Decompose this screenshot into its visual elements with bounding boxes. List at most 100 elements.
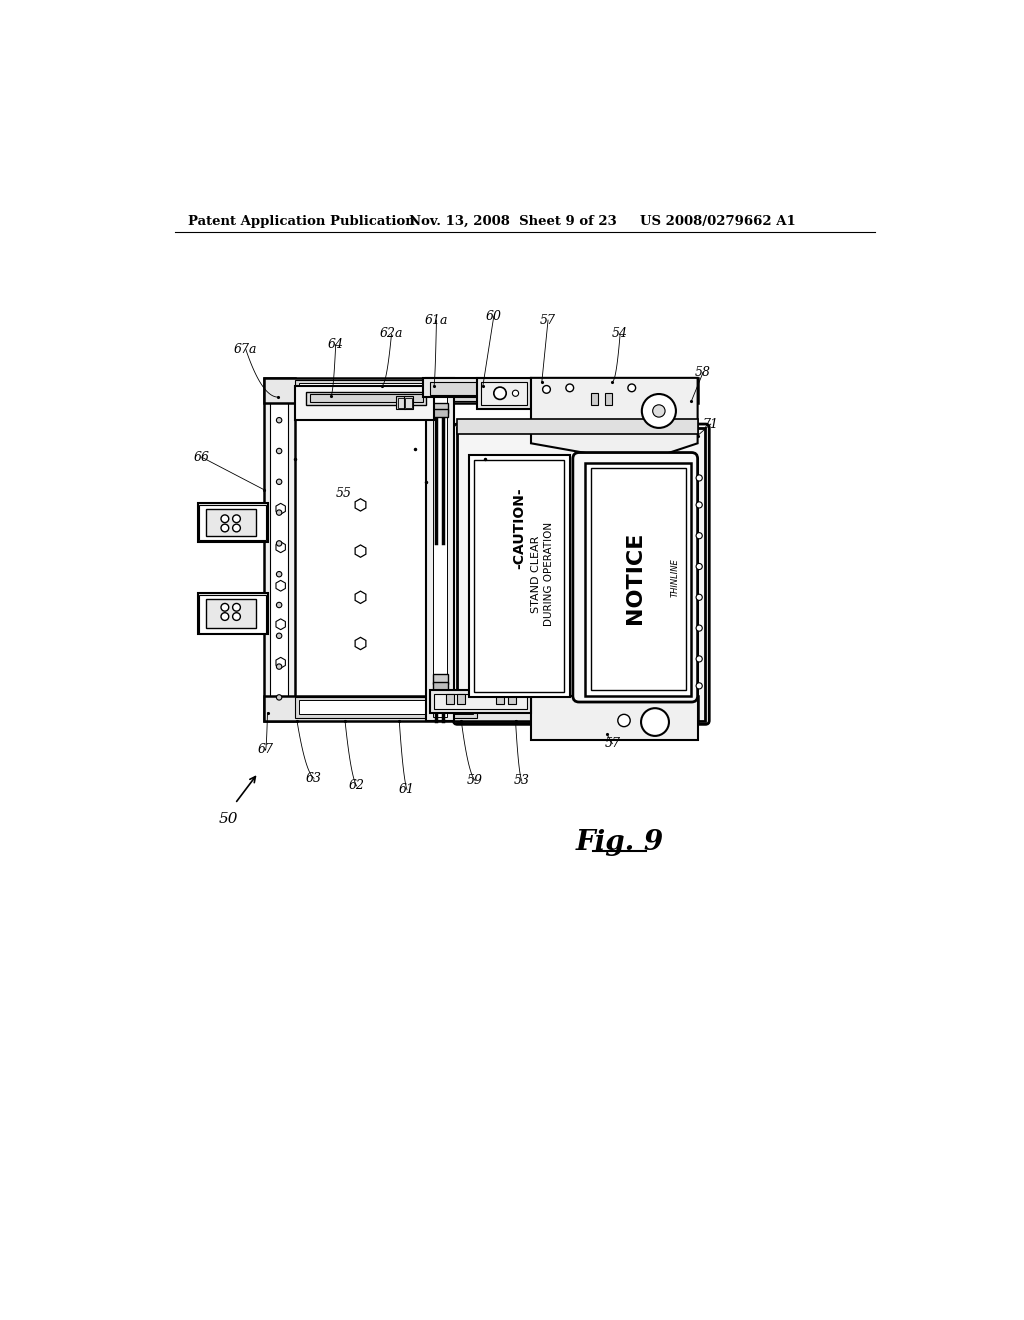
Bar (477, 378, 531, 409)
Bar (397, 397, 403, 408)
Bar (604, 393, 612, 405)
Bar (591, 393, 598, 405)
Circle shape (232, 612, 241, 620)
Text: NOTICE: NOTICE (625, 532, 645, 624)
Circle shape (696, 564, 702, 570)
Circle shape (696, 532, 702, 539)
Bar (592, 469, 686, 689)
Text: 59: 59 (467, 774, 483, 787)
Circle shape (276, 479, 282, 484)
Bar (469, 455, 569, 697)
Bar (432, 682, 449, 692)
Bar (263, 696, 697, 721)
Circle shape (276, 510, 282, 515)
Bar (206, 599, 256, 628)
Bar (426, 378, 454, 721)
Text: 66: 66 (194, 450, 210, 463)
Text: DURING OPERATION: DURING OPERATION (544, 523, 554, 626)
Text: Fig. 9: Fig. 9 (577, 829, 665, 855)
Bar (496, 693, 504, 704)
Bar (403, 396, 414, 409)
Bar (295, 380, 477, 401)
Bar (306, 392, 426, 405)
Bar (508, 693, 515, 704)
Text: STAND CLEAR: STAND CLEAR (531, 536, 542, 612)
Circle shape (276, 449, 282, 454)
Circle shape (642, 393, 676, 428)
Circle shape (221, 612, 228, 620)
Bar (198, 503, 267, 543)
Bar (270, 385, 289, 713)
Circle shape (276, 694, 282, 700)
Text: 61: 61 (399, 783, 415, 796)
Circle shape (494, 387, 506, 400)
Bar (263, 378, 697, 404)
Text: 53: 53 (514, 774, 529, 787)
Text: US 2008/0279662 A1: US 2008/0279662 A1 (640, 215, 796, 228)
Circle shape (276, 417, 282, 422)
Text: 60: 60 (485, 310, 502, 323)
Circle shape (512, 391, 518, 396)
Text: THINLINE: THINLINE (671, 558, 680, 598)
Text: 61a: 61a (425, 314, 449, 326)
Circle shape (652, 405, 665, 417)
Text: Nov. 13, 2008  Sheet 9 of 23: Nov. 13, 2008 Sheet 9 of 23 (409, 215, 616, 228)
Bar (263, 378, 295, 721)
Text: Patent Application Publication: Patent Application Publication (188, 215, 415, 228)
Circle shape (276, 634, 282, 639)
Text: 64: 64 (328, 338, 344, 351)
Bar (458, 693, 465, 704)
Bar (406, 397, 412, 408)
Bar (432, 383, 447, 717)
Circle shape (696, 656, 702, 663)
Bar (310, 393, 423, 401)
Bar (423, 378, 484, 397)
Text: 50: 50 (219, 812, 239, 826)
Bar (432, 409, 449, 417)
Circle shape (696, 502, 702, 508)
Circle shape (566, 384, 573, 392)
Text: 71: 71 (702, 417, 719, 430)
Bar (432, 675, 449, 684)
Text: 58: 58 (695, 366, 711, 379)
Circle shape (617, 714, 630, 726)
Circle shape (232, 524, 241, 532)
Bar (206, 508, 256, 536)
Circle shape (221, 524, 228, 532)
Bar (200, 595, 266, 632)
Text: 57: 57 (540, 314, 556, 326)
Bar (430, 689, 531, 713)
Bar (299, 383, 473, 397)
Text: -CAUTION-: -CAUTION- (512, 487, 526, 569)
Bar (480, 381, 527, 405)
Bar (458, 428, 706, 721)
Polygon shape (531, 696, 697, 739)
Bar (586, 462, 691, 696)
Bar (295, 697, 477, 718)
Circle shape (232, 515, 241, 523)
Text: 62a: 62a (380, 327, 403, 341)
Circle shape (696, 682, 702, 689)
Bar (458, 418, 697, 434)
Circle shape (696, 594, 702, 601)
FancyBboxPatch shape (454, 424, 710, 725)
Bar (430, 381, 477, 395)
FancyBboxPatch shape (572, 453, 697, 702)
Circle shape (276, 602, 282, 607)
Circle shape (543, 385, 550, 393)
Bar (445, 693, 454, 704)
Circle shape (696, 626, 702, 631)
Circle shape (696, 475, 702, 480)
Circle shape (276, 572, 282, 577)
Circle shape (232, 603, 241, 611)
Text: 67a: 67a (234, 343, 258, 356)
Bar (295, 385, 434, 420)
Bar (434, 693, 527, 709)
Text: 55: 55 (336, 487, 351, 500)
Text: 54: 54 (612, 327, 628, 341)
Text: 62: 62 (348, 779, 365, 792)
Polygon shape (531, 378, 697, 462)
Circle shape (221, 515, 228, 523)
Circle shape (641, 708, 669, 737)
Text: 57: 57 (604, 737, 621, 750)
